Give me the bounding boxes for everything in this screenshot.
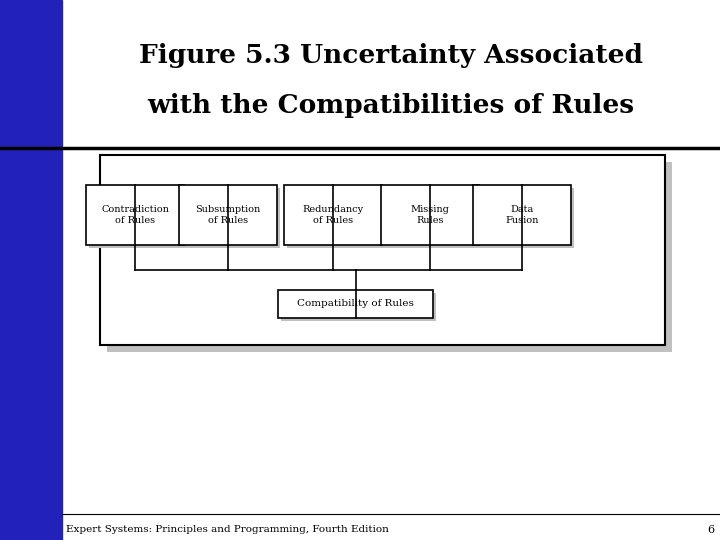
Bar [473, 185, 571, 245]
Bar [476, 188, 574, 248]
Bar [89, 188, 187, 248]
Bar [384, 188, 482, 248]
Text: Data
Fusion: Data Fusion [505, 205, 539, 225]
Bar [281, 293, 436, 321]
Text: Contradiction
of Rules: Contradiction of Rules [101, 205, 169, 225]
Bar [182, 188, 280, 248]
Bar [381, 185, 479, 245]
Bar [107, 162, 672, 352]
Text: Expert Systems: Principles and Programming, Fourth Edition: Expert Systems: Principles and Programmi… [66, 525, 389, 535]
Text: Missing
Rules: Missing Rules [410, 205, 449, 225]
Bar [287, 188, 385, 248]
Bar [278, 290, 433, 318]
Bar [86, 185, 184, 245]
Bar [284, 185, 382, 245]
Text: with the Compatibilities of Rules: with the Compatibilities of Rules [148, 92, 634, 118]
Text: Figure 5.3 Uncertainty Associated: Figure 5.3 Uncertainty Associated [139, 43, 643, 68]
Text: Subsumption
of Rules: Subsumption of Rules [195, 205, 261, 225]
Text: 6: 6 [707, 525, 714, 535]
Bar [179, 185, 277, 245]
Text: Redundancy
of Rules: Redundancy of Rules [302, 205, 364, 225]
Text: Compatibility of Rules: Compatibility of Rules [297, 300, 414, 308]
Bar [0, 0, 62, 540]
Bar [100, 155, 665, 345]
